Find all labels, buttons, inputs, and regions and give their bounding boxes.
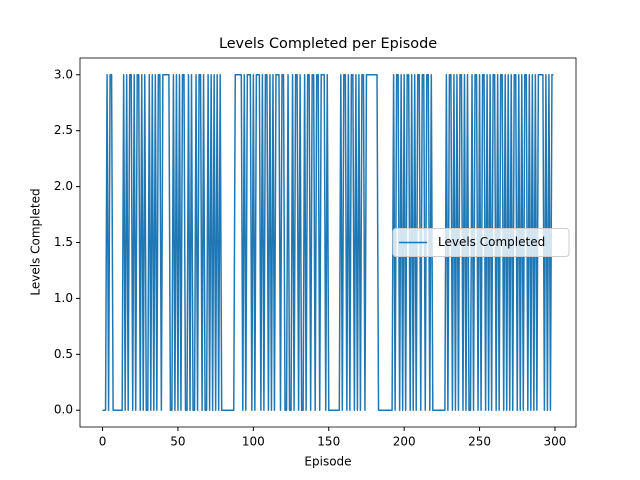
y-tick-label: 1.0 <box>54 291 73 305</box>
plot-frame <box>79 57 577 428</box>
x-tick-label: 100 <box>242 435 265 449</box>
y-tick-label: 3.0 <box>54 67 73 81</box>
x-tick-label: 250 <box>468 435 491 449</box>
x-tick-label: 150 <box>317 435 340 449</box>
y-tick-label: 2.0 <box>54 179 73 193</box>
line <box>102 74 554 411</box>
y-tick-label: 1.5 <box>54 235 73 249</box>
chart-title: Levels Completed per Episode <box>219 36 437 52</box>
y-tick-label: 0.5 <box>54 347 73 361</box>
x-tick-label: 50 <box>170 435 185 449</box>
y-tick-label: 2.5 <box>54 123 73 137</box>
x-tick-label: 200 <box>393 435 416 449</box>
y-tick-label: 0.0 <box>54 403 73 417</box>
x-tick-label: 0 <box>99 435 107 449</box>
y-axis-label: Levels Completed <box>29 188 43 295</box>
x-axis-label: Episode <box>304 455 351 469</box>
legend-label: Levels Completed <box>438 235 545 249</box>
legend-box <box>392 228 570 257</box>
x-tick-label: 300 <box>544 435 567 449</box>
